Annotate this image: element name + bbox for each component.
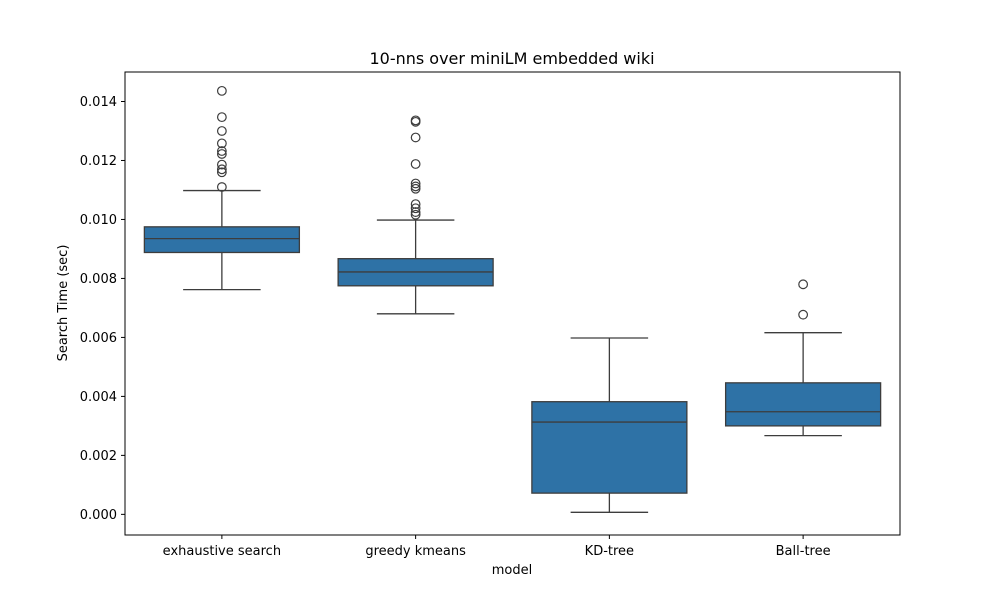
y-tick-label: 0.006 [80,331,117,346]
outlier-point [216,164,227,175]
box [143,226,301,254]
x-tick-label: Ball-tree [776,544,831,559]
outlier-point [410,132,421,143]
x-tick-label: exhaustive search [163,544,281,559]
x-tick-label: KD-tree [585,544,634,559]
x-tick-label: greedy kmeans [365,544,466,559]
outlier-point [216,146,227,156]
y-tick-label: 0.004 [80,390,117,405]
plot-frame [124,71,901,536]
outlier-point [798,279,809,290]
y-axis-label: Search Time (sec) [56,245,71,362]
box [724,382,882,427]
y-tick-label: 0.010 [80,213,117,228]
outlier-point [216,126,227,136]
outlier-point [216,159,227,170]
y-tick-label: 0.014 [80,95,117,110]
outlier-point [216,85,227,96]
plot-area [143,85,882,513]
outlier-point [410,181,421,192]
outlier-point [410,178,421,189]
outlier-point [216,182,227,192]
x-axis-label: model [492,563,532,578]
outlier-point [410,159,421,169]
outlier-point [410,203,421,214]
outlier-point [410,183,421,194]
y-tick-label: 0.008 [80,272,117,287]
y-tick-label: 0.002 [80,449,117,464]
outlier-point [410,209,421,220]
y-tick-label: 0.000 [80,508,117,523]
outlier-point [410,207,421,217]
box [531,401,688,494]
outlier-point [798,309,809,320]
outlier-point [216,149,227,159]
outlier-point [216,138,227,149]
outlier-point [410,116,421,127]
outlier-point [410,199,421,210]
outlier-point [216,112,227,123]
y-tick-label: 0.012 [80,154,117,169]
outlier-point [216,167,227,178]
chart-title: 10-nns over miniLM embedded wiki [369,49,654,68]
